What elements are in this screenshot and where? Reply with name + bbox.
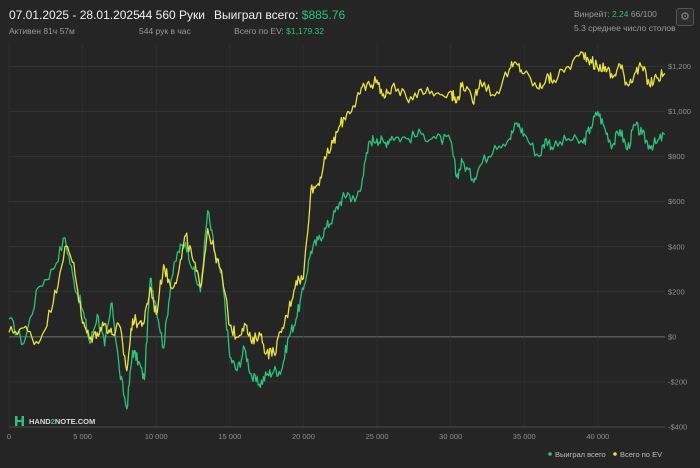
profit-chart: -$400 -$200 $0 $200 $400 $600 $800 $1,000 $1,200… <box>7 44 691 459</box>
y-tick-label: $1,000 <box>668 107 691 116</box>
header: 07.01.2025 - 28.01.2025 Активен 81ч 57м … <box>0 0 700 44</box>
x-tick-label: 0 <box>7 432 11 441</box>
chart-lines <box>8 51 666 410</box>
legend: Выиграл всего Всего по EV <box>548 450 662 459</box>
logo-mid: 2 <box>51 417 55 426</box>
logo-text: HAND2NOTE.COM <box>29 417 95 426</box>
logo-left: HAND <box>29 417 51 426</box>
y-axis: -$400 -$200 $0 $200 $400 $600 $800 $1,000 $1,200 <box>668 62 691 431</box>
x-tick-label: 20 000 <box>292 432 315 441</box>
x-tick-label: 30 000 <box>439 432 462 441</box>
winrate-count: 66/100 <box>630 9 657 19</box>
legend-marker <box>548 452 552 456</box>
logo-icon <box>15 416 24 426</box>
won-value: $885.76 <box>301 8 346 22</box>
ev-label: Всего по EV: <box>234 26 284 36</box>
gear-icon[interactable]: ⚙ <box>676 8 694 26</box>
ev-total: Всего по EV: $1,179.32 <box>214 26 324 36</box>
x-tick-label: 5 000 <box>73 432 92 441</box>
hands-count: 44 560 Руки <box>139 8 205 22</box>
won-total: Выиграл всего: $885.76 <box>214 8 345 22</box>
date-range: 07.01.2025 - 28.01.2025 <box>9 8 140 22</box>
hands-per-hour: 544 рук в час <box>139 26 191 36</box>
y-tick-label: -$200 <box>668 377 687 386</box>
y-tick-label: $800 <box>668 152 685 161</box>
y-tick-label: -$400 <box>668 423 687 432</box>
date-block: 07.01.2025 - 28.01.2025 Активен 81ч 57м <box>9 8 140 36</box>
won-label: Выиграл всего: <box>214 8 299 22</box>
x-tick-label: 10 000 <box>145 432 168 441</box>
x-tick-label: 25 000 <box>366 432 389 441</box>
winrate-value: 2.24 <box>611 9 629 19</box>
avg-tables: 5.3 среднее число столов <box>574 23 676 33</box>
series-line-won <box>8 110 666 410</box>
winrate-block: Винрейт: 2.24 66/100 5.3 среднее число с… <box>574 9 676 33</box>
hands-block: 44 560 Руки 544 рук в час <box>139 8 205 36</box>
logo: HAND2NOTE.COM <box>15 416 95 426</box>
series-line-ev <box>8 51 666 372</box>
legend-label: Всего по EV <box>620 450 662 459</box>
legend-label: Выиграл всего <box>555 450 606 459</box>
chart-grid <box>8 44 665 428</box>
won-block: Выиграл всего: $885.76 Всего по EV: $1,1… <box>214 8 345 36</box>
ev-value: $1,179.32 <box>286 26 324 36</box>
legend-marker <box>613 452 617 456</box>
y-tick-label: $1,200 <box>668 62 691 71</box>
x-tick-label: 15 000 <box>218 432 241 441</box>
winrate: Винрейт: 2.24 66/100 <box>574 9 676 19</box>
y-tick-label: $600 <box>668 197 685 206</box>
winrate-label: Винрейт: <box>574 9 610 19</box>
x-tick-label: 40 000 <box>586 432 609 441</box>
y-tick-label: $0 <box>668 332 676 341</box>
x-tick-label: 35 000 <box>513 432 536 441</box>
active-time: Активен 81ч 57м <box>9 26 75 36</box>
x-axis: 0 5 000 10 000 15 000 20 000 25 000 30 000 35 0… <box>7 432 609 441</box>
y-tick-label: $200 <box>668 287 685 296</box>
logo-right: NOTE.COM <box>55 417 95 426</box>
y-tick-label: $400 <box>668 242 685 251</box>
